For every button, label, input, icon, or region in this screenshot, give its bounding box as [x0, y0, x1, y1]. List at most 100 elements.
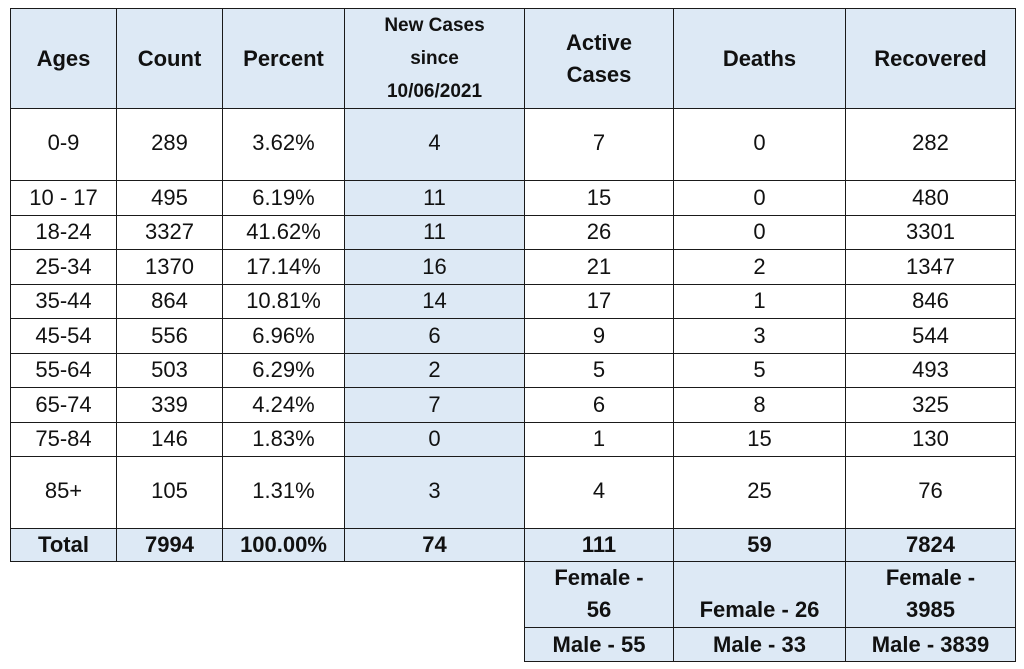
- cell-recovered: 3301: [845, 214, 1016, 250]
- cell-percent: 41.62%: [222, 214, 345, 250]
- cell-deaths: 8: [673, 387, 846, 423]
- cell-active: 7: [524, 108, 674, 181]
- cell-ages: 75-84: [10, 421, 117, 457]
- cell-active: 9: [524, 318, 674, 354]
- cell-new-cases: 3: [344, 456, 525, 529]
- cell-new-cases: 2: [344, 352, 525, 388]
- header-recovered: Recovered: [845, 8, 1016, 109]
- cell-active: 5: [524, 352, 674, 388]
- cell-recovered: 1347: [845, 249, 1016, 285]
- active-female-line2: 56: [586, 597, 612, 622]
- cell-deaths: 25: [673, 456, 846, 529]
- cell-percent: 4.24%: [222, 387, 345, 423]
- total-row: Total 7994 100.00% 74 111 59 7824: [10, 528, 1016, 562]
- total-deaths: 59: [673, 528, 846, 562]
- cell-percent: 17.14%: [222, 249, 345, 285]
- cell-recovered: 846: [845, 283, 1016, 319]
- total-count: 7994: [116, 528, 223, 562]
- header-ages: Ages: [10, 8, 117, 109]
- cell-new-cases: 11: [344, 180, 525, 216]
- cell-deaths: 2: [673, 249, 846, 285]
- cell-ages: 25-34: [10, 249, 117, 285]
- cell-new-cases: 7: [344, 387, 525, 423]
- cell-deaths: 0: [673, 214, 846, 250]
- cell-recovered: 493: [845, 352, 1016, 388]
- cell-active: 26: [524, 214, 674, 250]
- total-active: 111: [524, 528, 674, 562]
- cell-active: 17: [524, 283, 674, 319]
- header-new-cases-line2: since: [410, 48, 459, 69]
- deaths-male: Male - 33: [673, 627, 846, 662]
- cell-deaths: 1: [673, 283, 846, 319]
- table-row: 65-74 339 4.24% 7 6 8 325: [10, 387, 1016, 423]
- total-new-cases: 74: [344, 528, 525, 562]
- header-new-cases: New Cases since 10/06/2021: [344, 8, 525, 109]
- cell-count: 495: [116, 180, 223, 216]
- table-row: 0-9 289 3.62% 4 7 0 282: [10, 108, 1016, 181]
- header-active-line2: Cases: [566, 61, 632, 87]
- cell-ages: 10 - 17: [10, 180, 117, 216]
- cell-recovered: 130: [845, 421, 1016, 457]
- cell-ages: 85+: [10, 456, 117, 529]
- cell-active: 1: [524, 421, 674, 457]
- table-row: 55-64 503 6.29% 2 5 5 493: [10, 352, 1016, 388]
- cell-active: 6: [524, 387, 674, 423]
- header-row: Ages Count Percent New Cases since 10/06…: [10, 8, 1016, 109]
- total-percent: 100.00%: [222, 528, 345, 562]
- header-percent: Percent: [222, 8, 345, 109]
- cell-percent: 6.96%: [222, 318, 345, 354]
- total-label: Total: [10, 528, 117, 562]
- cell-percent: 1.31%: [222, 456, 345, 529]
- cell-recovered: 480: [845, 180, 1016, 216]
- header-new-cases-line3: 10/06/2021: [386, 81, 483, 102]
- header-count: Count: [116, 8, 223, 109]
- recovered-female-line1: Female -: [885, 565, 976, 590]
- table-row: 25-34 1370 17.14% 16 21 2 1347: [10, 249, 1016, 285]
- table-row: 18-24 3327 41.62% 11 26 0 3301: [10, 214, 1016, 250]
- cell-new-cases: 16: [344, 249, 525, 285]
- cell-ages: 18-24: [10, 214, 117, 250]
- cell-deaths: 15: [673, 421, 846, 457]
- cell-active: 15: [524, 180, 674, 216]
- recovered-female: Female - 3985: [845, 561, 1016, 628]
- cell-percent: 6.19%: [222, 180, 345, 216]
- table-row: 10 - 17 495 6.19% 11 15 0 480: [10, 180, 1016, 216]
- cell-percent: 1.83%: [222, 421, 345, 457]
- deaths-female: Female - 26: [673, 561, 846, 628]
- cell-new-cases: 6: [344, 318, 525, 354]
- recovered-male: Male - 3839: [845, 627, 1016, 662]
- cell-ages: 45-54: [10, 318, 117, 354]
- table-row: 45-54 556 6.96% 6 9 3 544: [10, 318, 1016, 354]
- table-row: 35-44 864 10.81% 14 17 1 846: [10, 283, 1016, 319]
- cell-count: 105: [116, 456, 223, 529]
- cell-ages: 65-74: [10, 387, 117, 423]
- header-deaths: Deaths: [673, 8, 846, 109]
- cell-recovered: 325: [845, 387, 1016, 423]
- active-female-line1: Female -: [554, 565, 644, 590]
- cell-percent: 3.62%: [222, 108, 345, 181]
- cell-recovered: 544: [845, 318, 1016, 354]
- cell-deaths: 5: [673, 352, 846, 388]
- table-row: 85+ 105 1.31% 3 4 25 76: [10, 456, 1016, 529]
- header-active-line1: Active: [565, 29, 633, 55]
- cell-ages: 55-64: [10, 352, 117, 388]
- cell-new-cases: 11: [344, 214, 525, 250]
- cell-ages: 0-9: [10, 108, 117, 181]
- cell-count: 556: [116, 318, 223, 354]
- cell-new-cases: 0: [344, 421, 525, 457]
- cell-active: 4: [524, 456, 674, 529]
- female-row: Female - 56 Female - 26 Female - 3985: [11, 561, 1016, 628]
- active-male: Male - 55: [524, 627, 674, 662]
- cell-deaths: 0: [673, 108, 846, 181]
- cell-count: 3327: [116, 214, 223, 250]
- empty-space: [11, 562, 525, 628]
- cell-count: 289: [116, 108, 223, 181]
- male-row: Male - 55 Male - 33 Male - 3839: [11, 627, 1016, 662]
- cell-recovered: 76: [845, 456, 1016, 529]
- cell-percent: 10.81%: [222, 283, 345, 319]
- cell-ages: 35-44: [10, 283, 117, 319]
- cell-count: 339: [116, 387, 223, 423]
- cell-new-cases: 14: [344, 283, 525, 319]
- active-female: Female - 56: [524, 561, 674, 628]
- cell-active: 21: [524, 249, 674, 285]
